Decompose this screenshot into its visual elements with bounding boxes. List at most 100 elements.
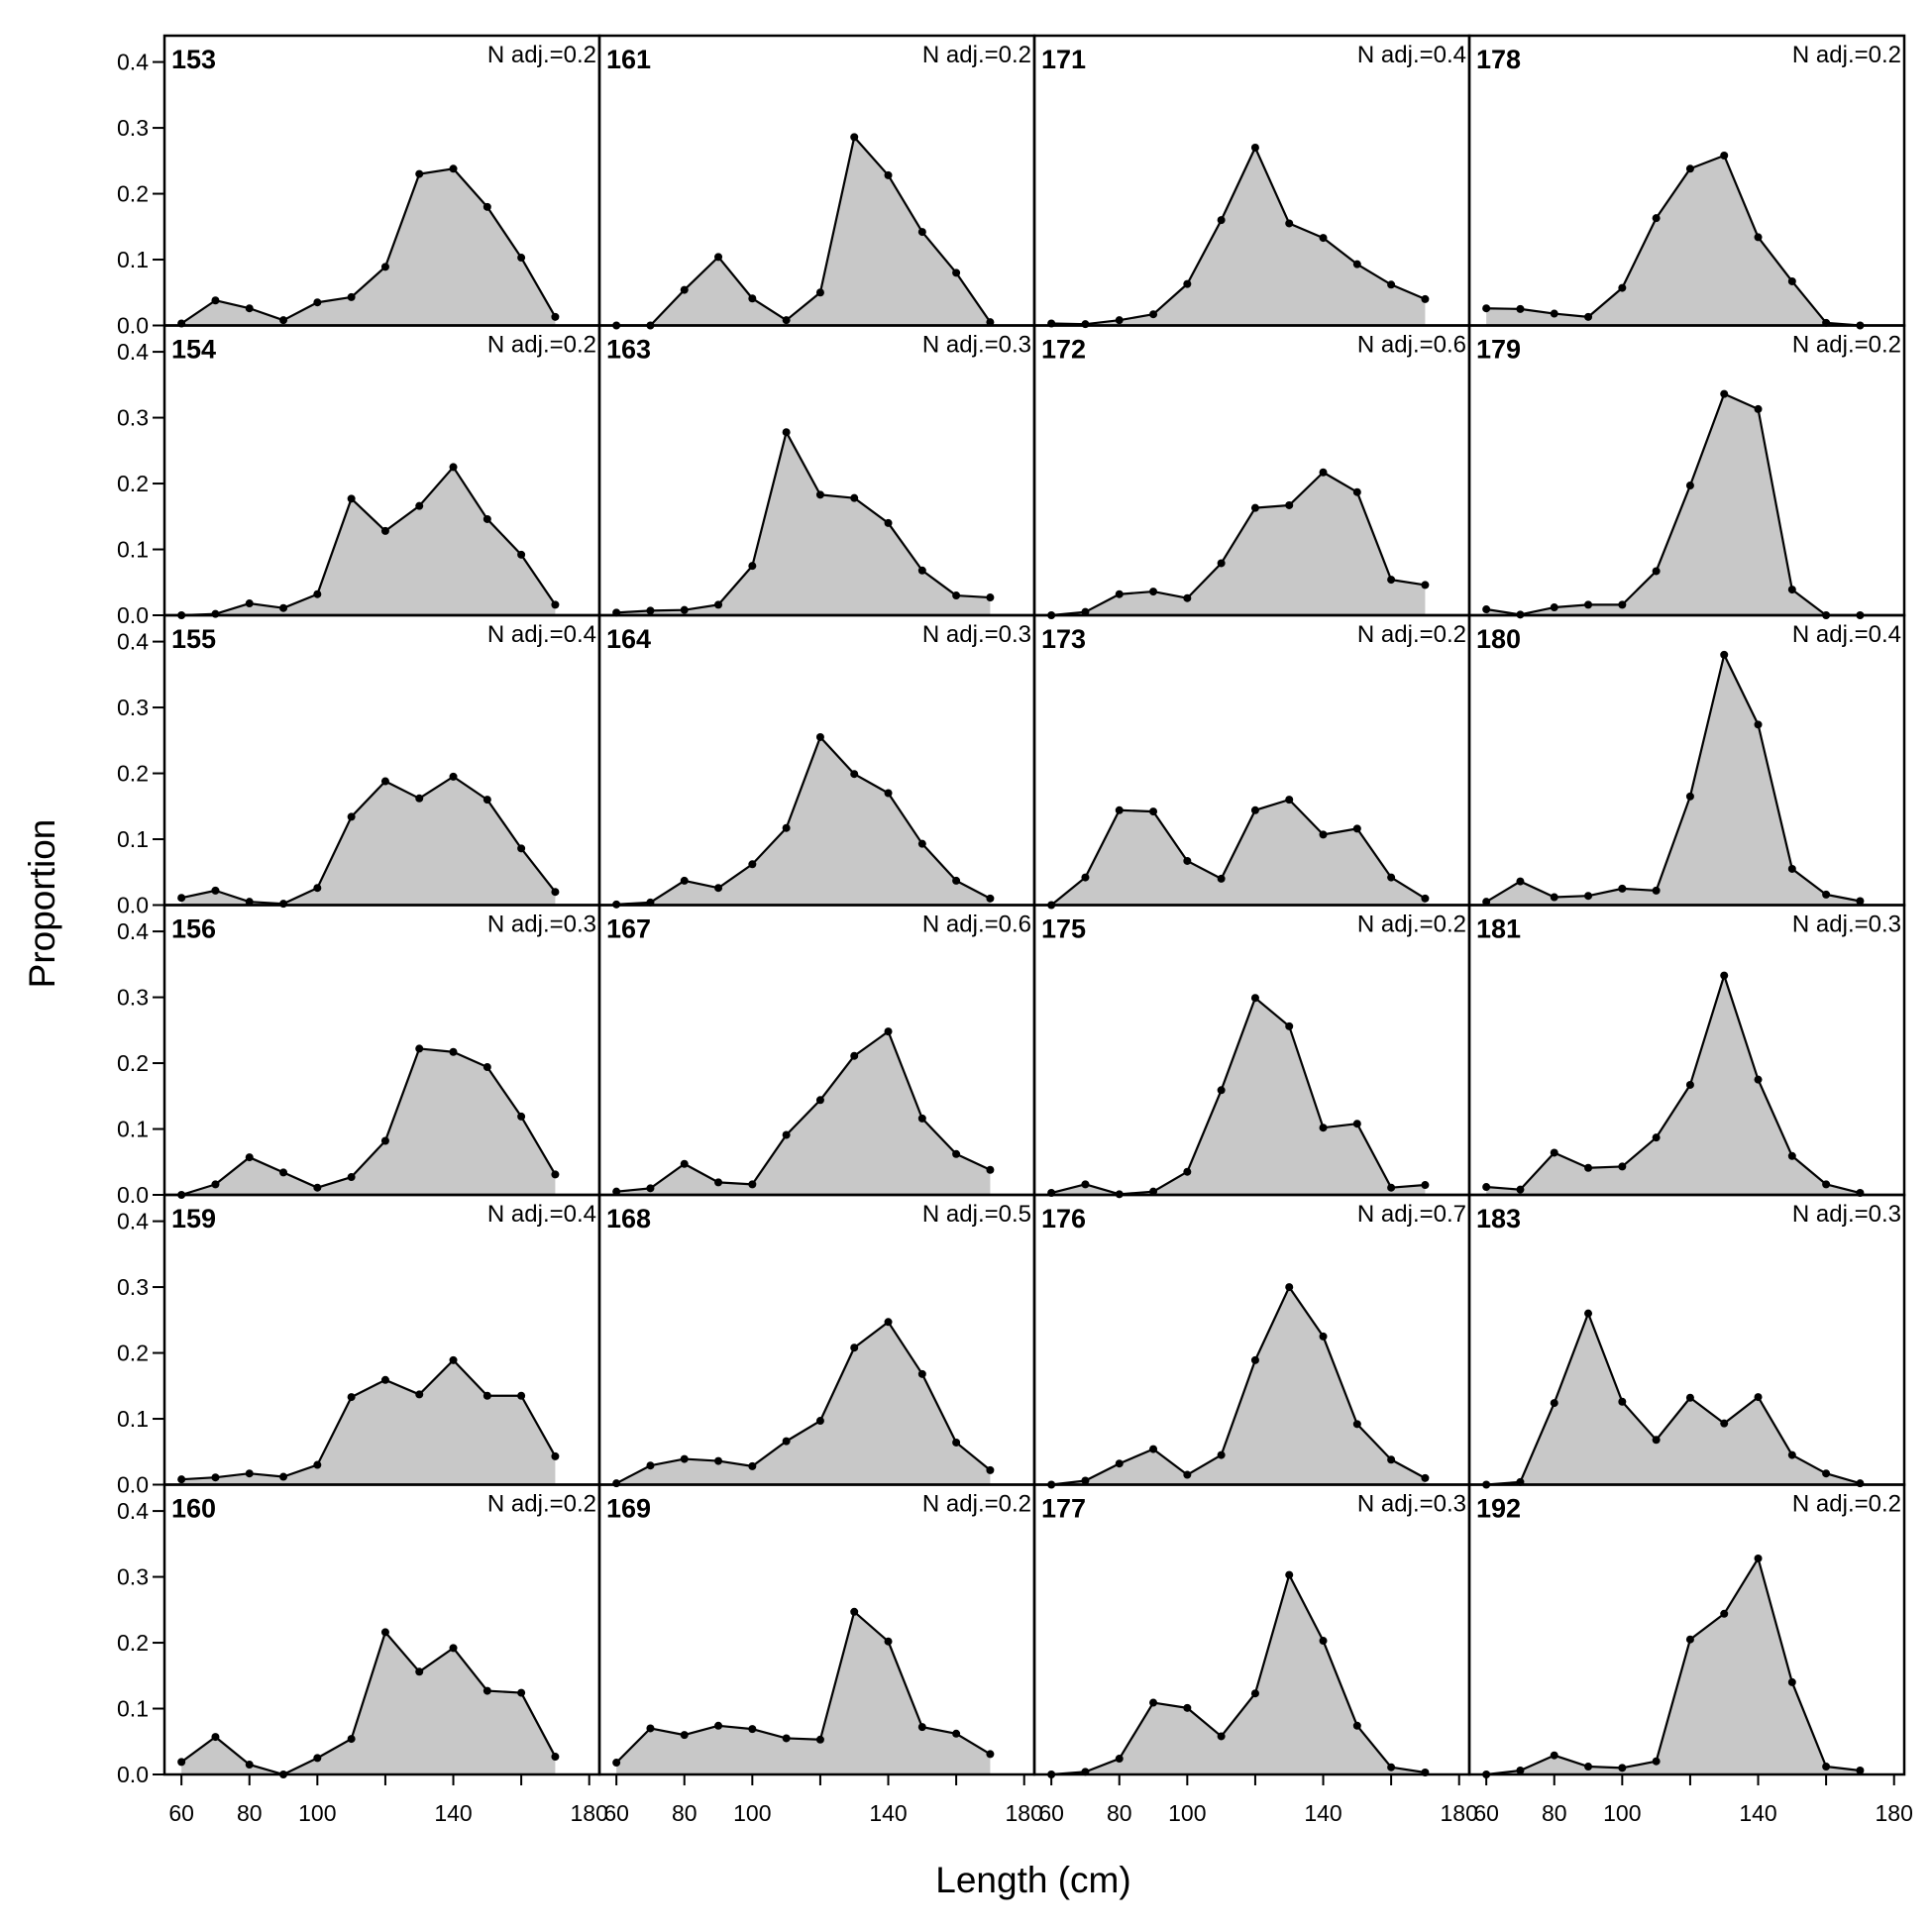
data-point [1149, 1698, 1158, 1707]
y-tick-label: 0.3 [117, 405, 149, 431]
data-point [782, 1437, 791, 1446]
y-tick-label: 0.0 [117, 1182, 149, 1208]
data-point [646, 1184, 655, 1193]
data-point [245, 599, 254, 608]
series-line [1050, 997, 1426, 1196]
data-point [612, 1759, 621, 1768]
panel-title: 181 [1476, 914, 1521, 944]
data-point [1319, 1124, 1328, 1132]
data-point [211, 886, 220, 895]
data-point [1149, 1445, 1158, 1453]
series-line [616, 431, 991, 614]
data-point [1652, 567, 1661, 576]
y-tick-label: 0.4 [117, 339, 149, 365]
data-point [245, 304, 254, 313]
data-point [1550, 1751, 1558, 1760]
data-point [1319, 1637, 1328, 1646]
panel-title: 177 [1041, 1494, 1086, 1524]
data-point [1754, 1554, 1763, 1562]
panel-192: 192 N adj.=0.2 [1467, 1483, 1906, 1778]
x-tick-label: 140 [1304, 1800, 1342, 1826]
data-point [1183, 1470, 1192, 1479]
series-line [181, 466, 557, 617]
data-point [1319, 830, 1328, 839]
data-point [1081, 607, 1090, 616]
y-tick-label: 0.1 [117, 247, 149, 272]
x-tick-label: 100 [733, 1800, 771, 1826]
y-tick-label: 0.1 [117, 1406, 149, 1432]
n-adj-label: N adj.=0.2 [922, 1491, 1031, 1518]
data-point [551, 312, 560, 321]
data-point [884, 1027, 893, 1036]
data-point [1352, 487, 1361, 496]
y-tick-label: 0.2 [117, 1050, 149, 1076]
data-point [1352, 260, 1361, 268]
y-tick-label: 0.3 [117, 115, 149, 141]
data-point [1550, 1148, 1558, 1157]
data-point [917, 1369, 926, 1378]
panel-area [1486, 155, 1861, 326]
data-point [517, 1688, 526, 1697]
data-point [1352, 1721, 1361, 1730]
data-point [646, 1461, 655, 1470]
data-point [415, 794, 424, 803]
data-point [850, 770, 859, 779]
data-point [952, 876, 961, 885]
panel-frame [1467, 1483, 1906, 1776]
panel-title: 179 [1476, 335, 1521, 365]
data-point [177, 894, 186, 903]
data-point [1387, 1763, 1396, 1771]
data-point [347, 1173, 356, 1182]
data-point [1250, 144, 1259, 153]
data-point [1421, 894, 1430, 903]
data-point [986, 593, 995, 602]
data-point [1285, 1570, 1294, 1579]
series-line [1051, 471, 1426, 617]
data-point [279, 316, 288, 325]
data-point [748, 860, 757, 869]
data-point [1685, 1635, 1694, 1644]
series-line [1051, 1285, 1426, 1486]
data-point [1516, 877, 1525, 886]
data-point [483, 1686, 491, 1695]
data-point [1115, 1755, 1124, 1764]
panel-area [616, 1031, 991, 1195]
data-point [1550, 603, 1558, 612]
data-point [551, 1170, 560, 1179]
n-adj-label: N adj.=0.3 [922, 621, 1031, 648]
y-tick-label: 0.0 [117, 313, 149, 339]
panel-area [181, 467, 556, 615]
panel-area [616, 432, 991, 615]
data-point [952, 591, 961, 600]
data-point [782, 823, 791, 832]
data-point [1856, 897, 1865, 906]
n-adj-label: N adj.=0.6 [1357, 332, 1466, 359]
n-adj-label: N adj.=0.2 [1357, 621, 1466, 648]
data-point [1319, 234, 1328, 243]
data-point [449, 164, 458, 173]
data-point [1516, 304, 1525, 313]
data-point [680, 1159, 689, 1168]
series-line [180, 1631, 557, 1776]
data-point [917, 228, 926, 237]
data-point [1787, 864, 1796, 873]
data-point [1250, 805, 1259, 814]
y-tick-label: 0.0 [117, 893, 149, 918]
panel-181: 181 N adj.=0.3 [1467, 904, 1906, 1198]
series-line [1486, 1556, 1861, 1776]
series-line [180, 1047, 557, 1197]
data-point [313, 590, 322, 598]
data-point [279, 1472, 288, 1481]
data-point [1421, 1473, 1430, 1482]
data-point [1584, 1309, 1593, 1318]
data-point [782, 1734, 791, 1743]
data-point [1822, 1763, 1831, 1771]
data-point [1685, 1393, 1694, 1402]
data-point [1754, 1393, 1763, 1402]
panel-area [1051, 1287, 1426, 1485]
data-point [1856, 1479, 1865, 1488]
data-point [952, 268, 961, 277]
data-point [211, 1733, 220, 1742]
data-point [1217, 559, 1226, 568]
